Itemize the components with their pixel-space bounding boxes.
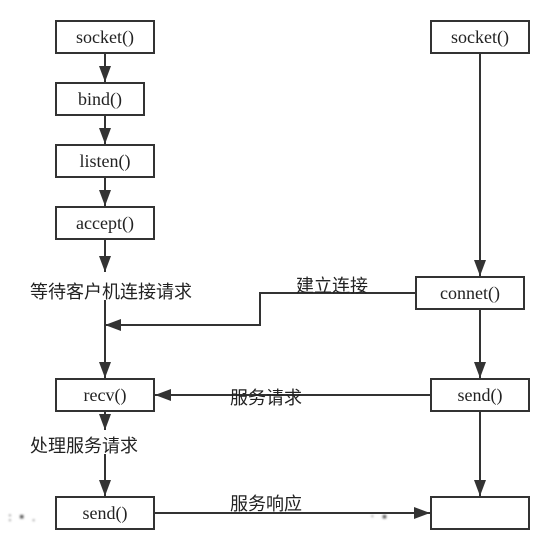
label-service-response: 服务响应 <box>230 490 302 516</box>
node-label: send() <box>458 385 503 406</box>
node-label: recv() <box>84 385 127 406</box>
label-wait-request: 等待客户机连接请求 <box>30 278 192 304</box>
flowchart-edges <box>0 0 551 540</box>
node-client-recv <box>430 496 530 530</box>
node-server-bind: bind() <box>55 82 145 116</box>
node-label: socket() <box>76 27 134 48</box>
label-service-request: 服务请求 <box>230 384 302 410</box>
node-server-socket: socket() <box>55 20 155 54</box>
node-label: send() <box>83 503 128 524</box>
node-label: listen() <box>80 151 131 172</box>
node-client-send: send() <box>430 378 530 412</box>
scan-artifact-left: : ▪ . <box>8 510 37 526</box>
label-process-request: 处理服务请求 <box>30 432 138 458</box>
node-server-accept: accept() <box>55 206 155 240</box>
node-client-connect: connet() <box>415 276 525 310</box>
scan-artifact-right: · ▪ <box>370 510 389 526</box>
node-client-socket: socket() <box>430 20 530 54</box>
node-server-recv: recv() <box>55 378 155 412</box>
node-server-listen: listen() <box>55 144 155 178</box>
node-label: bind() <box>78 89 122 110</box>
label-establish-connection: 建立连接 <box>296 272 368 298</box>
node-label: socket() <box>451 27 509 48</box>
node-label: connet() <box>440 283 500 304</box>
node-label: accept() <box>76 213 134 234</box>
node-server-send: send() <box>55 496 155 530</box>
